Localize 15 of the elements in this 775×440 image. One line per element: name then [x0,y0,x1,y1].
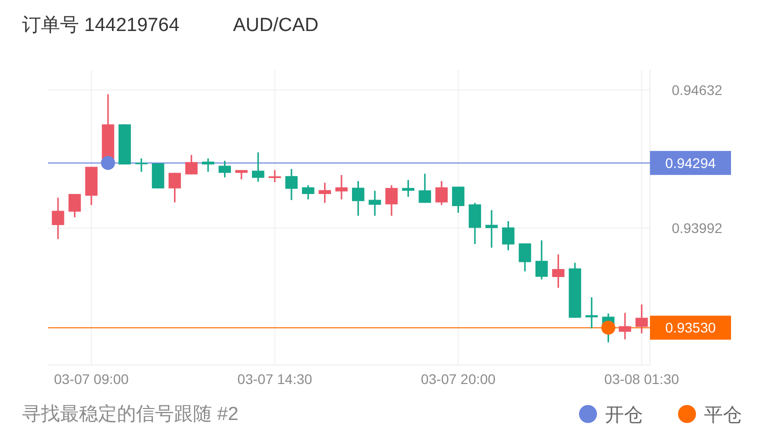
chart-subtitle: AUD/CAD [233,15,319,36]
legend-item: 平仓 [678,405,742,426]
x-tick-label: 03-08 01:30 [604,371,680,387]
ref-line-label: 0.94294 [665,154,716,171]
chart-title: 订单号 144219764 [22,15,180,36]
y-tick-label: 0.93992 [672,220,723,236]
x-tick-label: 03-07 20:00 [420,371,496,387]
y-tick-label: 0.94632 [672,82,723,98]
legend-label: 开仓 [605,405,643,426]
legend-item: 开仓 [579,405,643,426]
legend-label: 平仓 [704,405,742,426]
ref-line-label: 0.93530 [665,320,716,336]
x-tick-label: 03-07 14:30 [237,371,312,387]
text: 寻找最稳定的信号跟随 #2 [22,403,238,425]
x-tick-label: 03-07 09:00 [54,371,129,387]
